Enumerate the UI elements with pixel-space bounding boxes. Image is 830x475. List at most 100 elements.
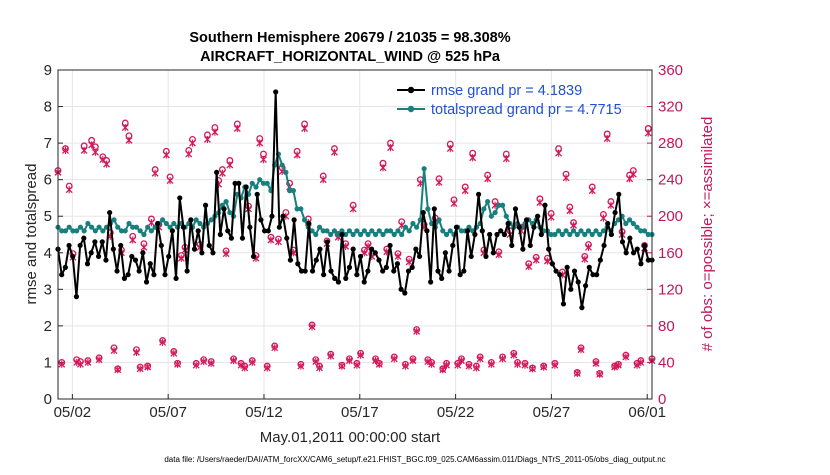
rmse-point bbox=[428, 279, 434, 285]
totalspread-point bbox=[171, 220, 177, 227]
totalspread-point bbox=[208, 217, 214, 223]
obs-assimilated-point bbox=[353, 361, 361, 369]
obs-assimilated-point bbox=[76, 360, 84, 368]
totalspread-point bbox=[425, 206, 431, 212]
rmse-point bbox=[590, 272, 596, 278]
rmse-point bbox=[335, 279, 341, 285]
rmse-point bbox=[280, 213, 286, 219]
rmse-point bbox=[162, 272, 168, 278]
rmse-point bbox=[549, 261, 555, 267]
obs-assimilated-point bbox=[592, 359, 600, 367]
totalspread-point bbox=[496, 202, 502, 208]
rmse-point bbox=[158, 242, 164, 249]
obs-assimilated-point bbox=[65, 186, 73, 194]
rmse-point bbox=[431, 206, 437, 212]
rmse-point bbox=[439, 275, 445, 281]
totalspread-point bbox=[96, 224, 102, 230]
rmse-point bbox=[214, 169, 220, 175]
obs-assimilated-point bbox=[95, 356, 103, 364]
obs-assimilated-point bbox=[472, 364, 480, 372]
rmse-point bbox=[221, 206, 227, 212]
totalspread-point bbox=[597, 231, 603, 238]
obs-assimilated-point bbox=[573, 369, 581, 378]
obs-assimilated-point bbox=[114, 366, 122, 374]
rmse-point bbox=[188, 217, 194, 223]
rmse-point bbox=[535, 213, 541, 219]
obs-assimilated-point bbox=[297, 362, 305, 370]
rmse-point bbox=[509, 242, 515, 249]
totalspread-point bbox=[130, 224, 136, 230]
rmse-point bbox=[73, 294, 80, 300]
obs-assimilated-point bbox=[424, 357, 432, 366]
x-axis-label: May.01,2011 00:00:00 start bbox=[260, 429, 441, 446]
totalspread-point bbox=[279, 162, 285, 168]
obs-assimilated-point bbox=[599, 214, 607, 222]
totalspread-point bbox=[574, 231, 580, 238]
x-tick-label: 05/02 bbox=[54, 404, 92, 421]
totalspread-point bbox=[626, 217, 633, 223]
totalspread-point bbox=[503, 213, 509, 219]
obs-assimilated-point bbox=[596, 370, 604, 378]
totalspread-point bbox=[335, 231, 341, 238]
rmse-point bbox=[505, 220, 511, 227]
rmse-point bbox=[155, 220, 161, 227]
rmse-point bbox=[276, 224, 282, 230]
totalspread-point bbox=[92, 228, 98, 234]
totalspread-point bbox=[481, 206, 487, 212]
rmse-point bbox=[328, 268, 334, 274]
rmse-point bbox=[103, 257, 109, 263]
rmse-point bbox=[619, 239, 626, 245]
rmse-point bbox=[236, 180, 242, 186]
plot-frame bbox=[57, 69, 653, 400]
rmse-point bbox=[369, 246, 375, 252]
rmse-point bbox=[487, 231, 493, 238]
obs-assimilated-point bbox=[338, 362, 346, 370]
obs-assimilated-point bbox=[357, 351, 365, 359]
obs-assimilated-point bbox=[487, 360, 495, 368]
totalspread-point bbox=[81, 228, 87, 234]
rmse-point bbox=[394, 261, 401, 267]
y2-tick-label: 40 bbox=[658, 354, 675, 371]
totalspread-point bbox=[548, 231, 554, 238]
rmse-point bbox=[380, 268, 386, 274]
rmse-point bbox=[594, 272, 600, 278]
rmse-point bbox=[468, 253, 474, 260]
obs-assimilated-point bbox=[622, 353, 630, 361]
obs-assimilated-point bbox=[502, 155, 510, 163]
rmse-point bbox=[424, 228, 430, 234]
obs-assimilated-point bbox=[125, 136, 133, 144]
y2-axis-label: # of obs: o=possible; ×=assimilated bbox=[699, 117, 716, 352]
rmse-point bbox=[642, 242, 648, 249]
rmse-point bbox=[339, 231, 345, 238]
totalspread-point bbox=[380, 231, 386, 238]
rmse-point bbox=[132, 257, 139, 263]
totalspread-point bbox=[354, 228, 360, 234]
totalspread-point bbox=[630, 220, 636, 227]
rmse-point bbox=[302, 268, 308, 274]
obs-assimilated-point bbox=[185, 150, 193, 158]
rmse-point bbox=[354, 272, 360, 278]
obs-assimilated-point bbox=[401, 362, 409, 370]
rmse-point bbox=[295, 261, 301, 267]
totalspread-point bbox=[589, 231, 595, 238]
rmse-point bbox=[107, 209, 113, 216]
obs-assimilated-point bbox=[151, 169, 159, 177]
rmse-point bbox=[332, 275, 338, 281]
totalspread-point bbox=[193, 217, 199, 223]
totalspread-point bbox=[223, 199, 229, 205]
obs-assimilated-point bbox=[256, 139, 264, 147]
rmse-point bbox=[343, 275, 349, 281]
obs-assimilated-point bbox=[129, 236, 137, 244]
totalspread-point bbox=[298, 206, 304, 212]
y-tick-labels: 0 1 2 3 4 5 6 7 8 9 bbox=[44, 62, 52, 408]
y-axis-label: rmse and totalspread bbox=[23, 164, 40, 305]
obs-assimilated-point bbox=[428, 360, 436, 368]
obs-assimilated-point bbox=[136, 365, 144, 373]
legend: rmse grand pr = 4.1839 totalspread grand… bbox=[397, 83, 622, 118]
rmse-point bbox=[298, 268, 305, 274]
rmse-point bbox=[273, 89, 279, 95]
rmse-point bbox=[516, 224, 522, 230]
totalspread-point bbox=[77, 224, 84, 230]
y2-tick-label: 80 bbox=[658, 318, 675, 335]
